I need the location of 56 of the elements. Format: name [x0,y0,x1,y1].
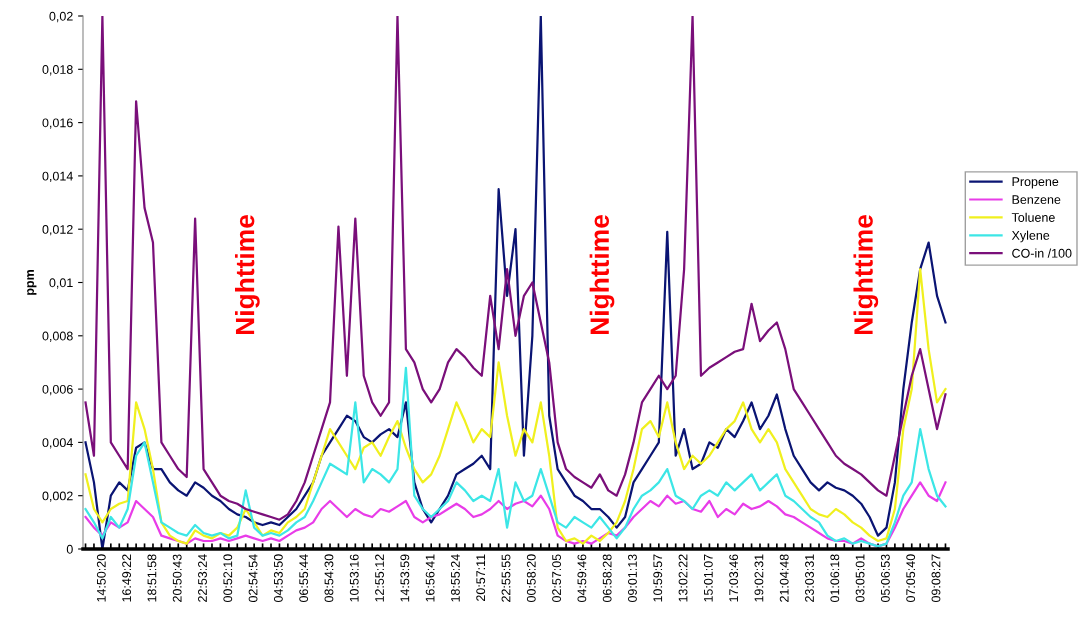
x-tick-label: 04:53:50 [273,554,283,603]
x-tick-label: 20:57:11 [476,554,486,601]
x-tick-label: 16:49:22 [122,554,132,602]
x-tick-label: 07:05:40 [906,554,916,603]
x-tick-label: 20:50:43 [172,554,182,602]
x-tick-label: 00:52:10 [223,554,233,603]
y-tick-label: 0,002 [42,491,73,502]
line-series [84,481,947,548]
x-tick-label: 06:55:44 [299,554,309,603]
x-tick-label: 02:54:54 [248,554,258,603]
legend-label: CO-in /100 [1012,248,1072,258]
x-tick-label: 04:59:46 [577,554,587,603]
y-tick-label: 0,014 [42,171,73,183]
x-tick-label: 10:59:57 [653,554,663,602]
x-tick-label: 14:53:59 [400,554,410,602]
x-tick-label: 00:58:20 [526,554,536,603]
x-tick-label: 13:02:22 [678,554,688,602]
x-tick-label: 09:08:27 [931,554,941,603]
y-tick-label: 0,02 [49,11,73,23]
legend-label: Xylene [1011,230,1050,243]
x-tick-label: 12:55:12 [375,554,384,602]
legend-label: Toluene [1011,212,1055,222]
x-tick-label: 14:50:20 [96,554,106,602]
annotation: Nighttime [234,215,260,335]
x-tick-label: 10:53:16 [349,554,359,602]
y-tick-label: 0,006 [42,384,73,396]
x-tick-label: 21:04:48 [779,554,789,602]
x-tick-label: 22:53:24 [198,554,207,602]
y-tick-label: 0,018 [42,65,73,76]
y-tick-label: 0 [66,544,73,554]
legend-label: Benzene [1012,195,1061,204]
annotation: Nighttime [589,215,615,335]
y-axis-title: ppm [27,270,37,295]
y-tick-label: 0,016 [42,118,73,129]
x-tick-label: 06:58:28 [602,554,612,603]
x-tick-label: 19:02:31 [754,554,764,602]
x-tick-label: 01:06:18 [830,554,840,603]
x-tick-label: 09:01:13 [628,554,637,603]
x-tick-label: 05:06:53 [880,554,890,603]
x-tick-label: 02:57:05 [552,554,562,603]
x-tick-label: 15:01:07 [703,554,713,602]
y-tick-label: 0,008 [42,331,73,342]
x-tick-label: 08:54:30 [324,554,334,603]
annotation: Nighttime [853,215,879,335]
y-tick-label: 0,01 [49,278,73,289]
x-tick-label: 18:51:58 [147,554,157,602]
x-tick-label: 23:03:31 [805,554,814,602]
x-tick-label: 16:56:41 [425,554,435,602]
legend-label: Propene [1012,177,1059,189]
x-tick-label: 17:03:46 [729,554,739,602]
x-tick-label: 03:05:01 [855,554,865,603]
x-tick-label: 18:55:24 [450,554,460,602]
line-series [84,366,947,548]
x-tick-label: 22:55:55 [501,554,511,602]
y-tick-label: 0,012 [42,225,73,236]
y-tick-label: 0,004 [42,438,73,449]
